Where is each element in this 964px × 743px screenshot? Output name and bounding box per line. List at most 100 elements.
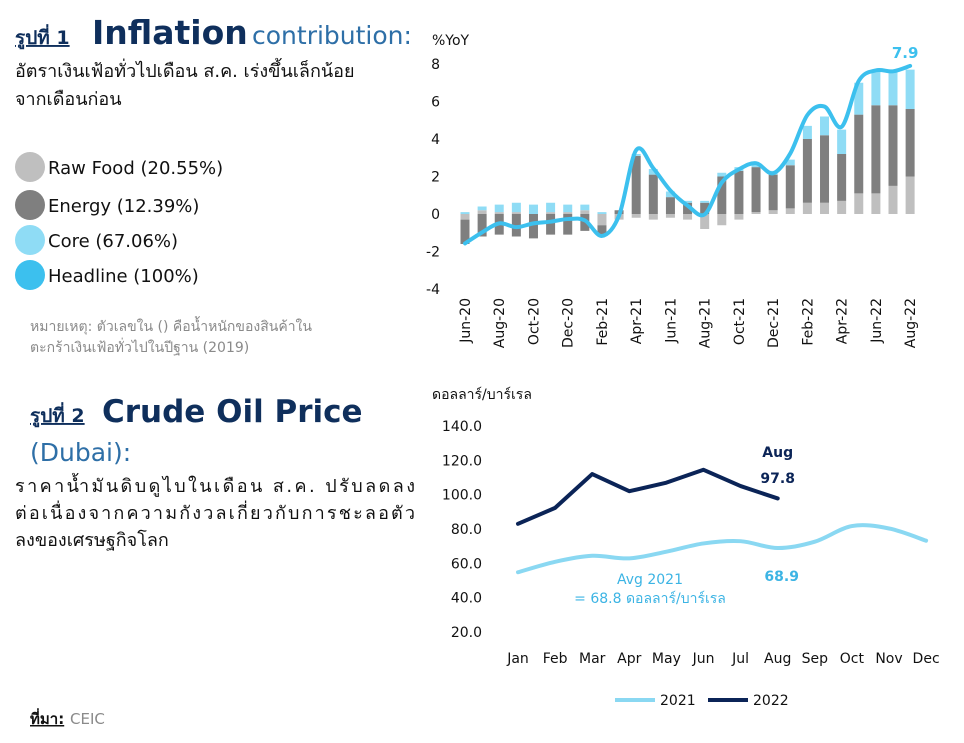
- x-tick-label: Jul: [731, 651, 749, 667]
- bar: [683, 202, 693, 214]
- y-axis-label: ดอลลาร์/บาร์เรล: [432, 386, 532, 403]
- bar: [837, 129, 847, 154]
- bar: [888, 185, 898, 214]
- x-tick-label: Jan: [506, 651, 529, 667]
- bar: [751, 212, 761, 214]
- bar: [477, 214, 487, 237]
- line: [516, 467, 780, 526]
- bar: [905, 109, 915, 177]
- x-tick-label: Apr-22: [835, 298, 851, 344]
- annotation: Avg 2021: [617, 572, 683, 588]
- x-tick-label: Sep: [802, 651, 829, 667]
- bar: [717, 176, 727, 214]
- bar: [717, 214, 727, 226]
- bar: [802, 139, 812, 203]
- x-tick-label: Oct-20: [526, 298, 542, 345]
- figure-title: Crude Oil Price: [102, 394, 363, 430]
- bar: [460, 212, 470, 214]
- bar: [563, 212, 573, 214]
- y-tick-label: -4: [426, 282, 440, 298]
- x-tick-label: Dec: [913, 651, 940, 667]
- note: หมายเหตุ: ตัวเลขใน () คือน้ำหนักของสินค้…: [30, 316, 312, 335]
- bar: [871, 193, 881, 214]
- bar: [528, 214, 538, 239]
- bar: [905, 69, 915, 109]
- y-tick-label: 120.0: [442, 453, 482, 469]
- bar: [820, 202, 830, 214]
- y-tick-label: 2: [431, 170, 440, 186]
- line: [516, 523, 929, 575]
- paragraph: ลงของเศรษฐกิจโลก: [15, 529, 169, 551]
- x-tick-label: Feb-21: [595, 298, 611, 346]
- bar: [528, 204, 538, 214]
- bar: [546, 202, 556, 213]
- bar: [665, 214, 675, 218]
- legend-swatch: [15, 260, 45, 290]
- y-tick-label: 40.0: [451, 591, 482, 607]
- legend-swatch: [15, 190, 45, 220]
- bar: [580, 210, 590, 214]
- bar: [511, 202, 521, 213]
- data-label: 68.9: [764, 569, 799, 585]
- bar: [563, 214, 573, 235]
- bar: [511, 212, 521, 214]
- annotation: Aug: [762, 445, 793, 461]
- y-tick-label: 80.0: [451, 522, 482, 538]
- bar: [648, 214, 658, 220]
- x-tick-label: Aug: [764, 651, 791, 667]
- bar: [802, 125, 812, 139]
- data-label: 7.9: [892, 44, 919, 62]
- bar: [648, 169, 658, 175]
- y-tick-label: 0: [431, 207, 440, 223]
- bar: [460, 219, 470, 244]
- figure-title: Inflation: [92, 13, 248, 52]
- bar: [494, 212, 504, 214]
- bar: [631, 214, 641, 218]
- x-tick-label: Mar: [579, 651, 606, 667]
- x-tick-label: Feb: [543, 651, 568, 667]
- bar: [888, 105, 898, 186]
- bar: [631, 155, 641, 214]
- bar: [683, 200, 693, 203]
- subtitle: อัตราเงินเฟ้อทั่วไปเดือน ส.ค. เร่งขึ้นเล…: [15, 58, 355, 82]
- y-axis-label: %YoY: [432, 33, 470, 49]
- bar: [700, 214, 710, 229]
- x-tick-label: Dec-20: [561, 298, 577, 348]
- figure-title-suffix: contribution:: [252, 21, 412, 50]
- figure-label: รูปที่ 1: [15, 24, 70, 50]
- paragraph: ราคาน้ำมันดิบดูไบในเดือน ส.ค. ปรับลดลง: [15, 473, 415, 497]
- bar: [871, 71, 881, 106]
- x-tick-label: Aug-20: [492, 298, 508, 348]
- bar: [546, 214, 556, 235]
- legend-label: Headline (100%): [48, 266, 199, 287]
- bar: [905, 176, 915, 214]
- y-tick-label: 20.0: [451, 625, 482, 641]
- x-tick-label: Apr-21: [629, 298, 645, 344]
- x-tick-label: Jun: [692, 651, 715, 667]
- bar: [580, 204, 590, 211]
- x-tick-label: Jun-22: [869, 298, 885, 344]
- source-label: ที่มา:: [30, 708, 64, 728]
- x-tick-label: Feb-22: [800, 298, 816, 346]
- bar: [854, 114, 864, 194]
- bar: [597, 212, 607, 214]
- legend-swatch: [15, 152, 45, 182]
- x-tick-label: Oct-21: [732, 298, 748, 345]
- bar: [768, 210, 778, 214]
- bar: [854, 193, 864, 214]
- x-tick-label: Nov: [875, 651, 902, 667]
- bar: [700, 202, 710, 214]
- x-tick-label: Jun-20: [458, 298, 474, 344]
- bar: [802, 202, 812, 214]
- y-tick-label: 60.0: [451, 556, 482, 572]
- x-tick-label: Apr: [617, 651, 641, 667]
- subtitle: จากเดือนก่อน: [15, 89, 122, 110]
- bar: [717, 172, 727, 177]
- bar: [785, 208, 795, 214]
- bar: [477, 210, 487, 214]
- data-label: 97.8: [760, 471, 795, 487]
- legend-label: 2021: [660, 693, 696, 709]
- source: CEIC: [70, 710, 105, 728]
- bar: [700, 200, 710, 203]
